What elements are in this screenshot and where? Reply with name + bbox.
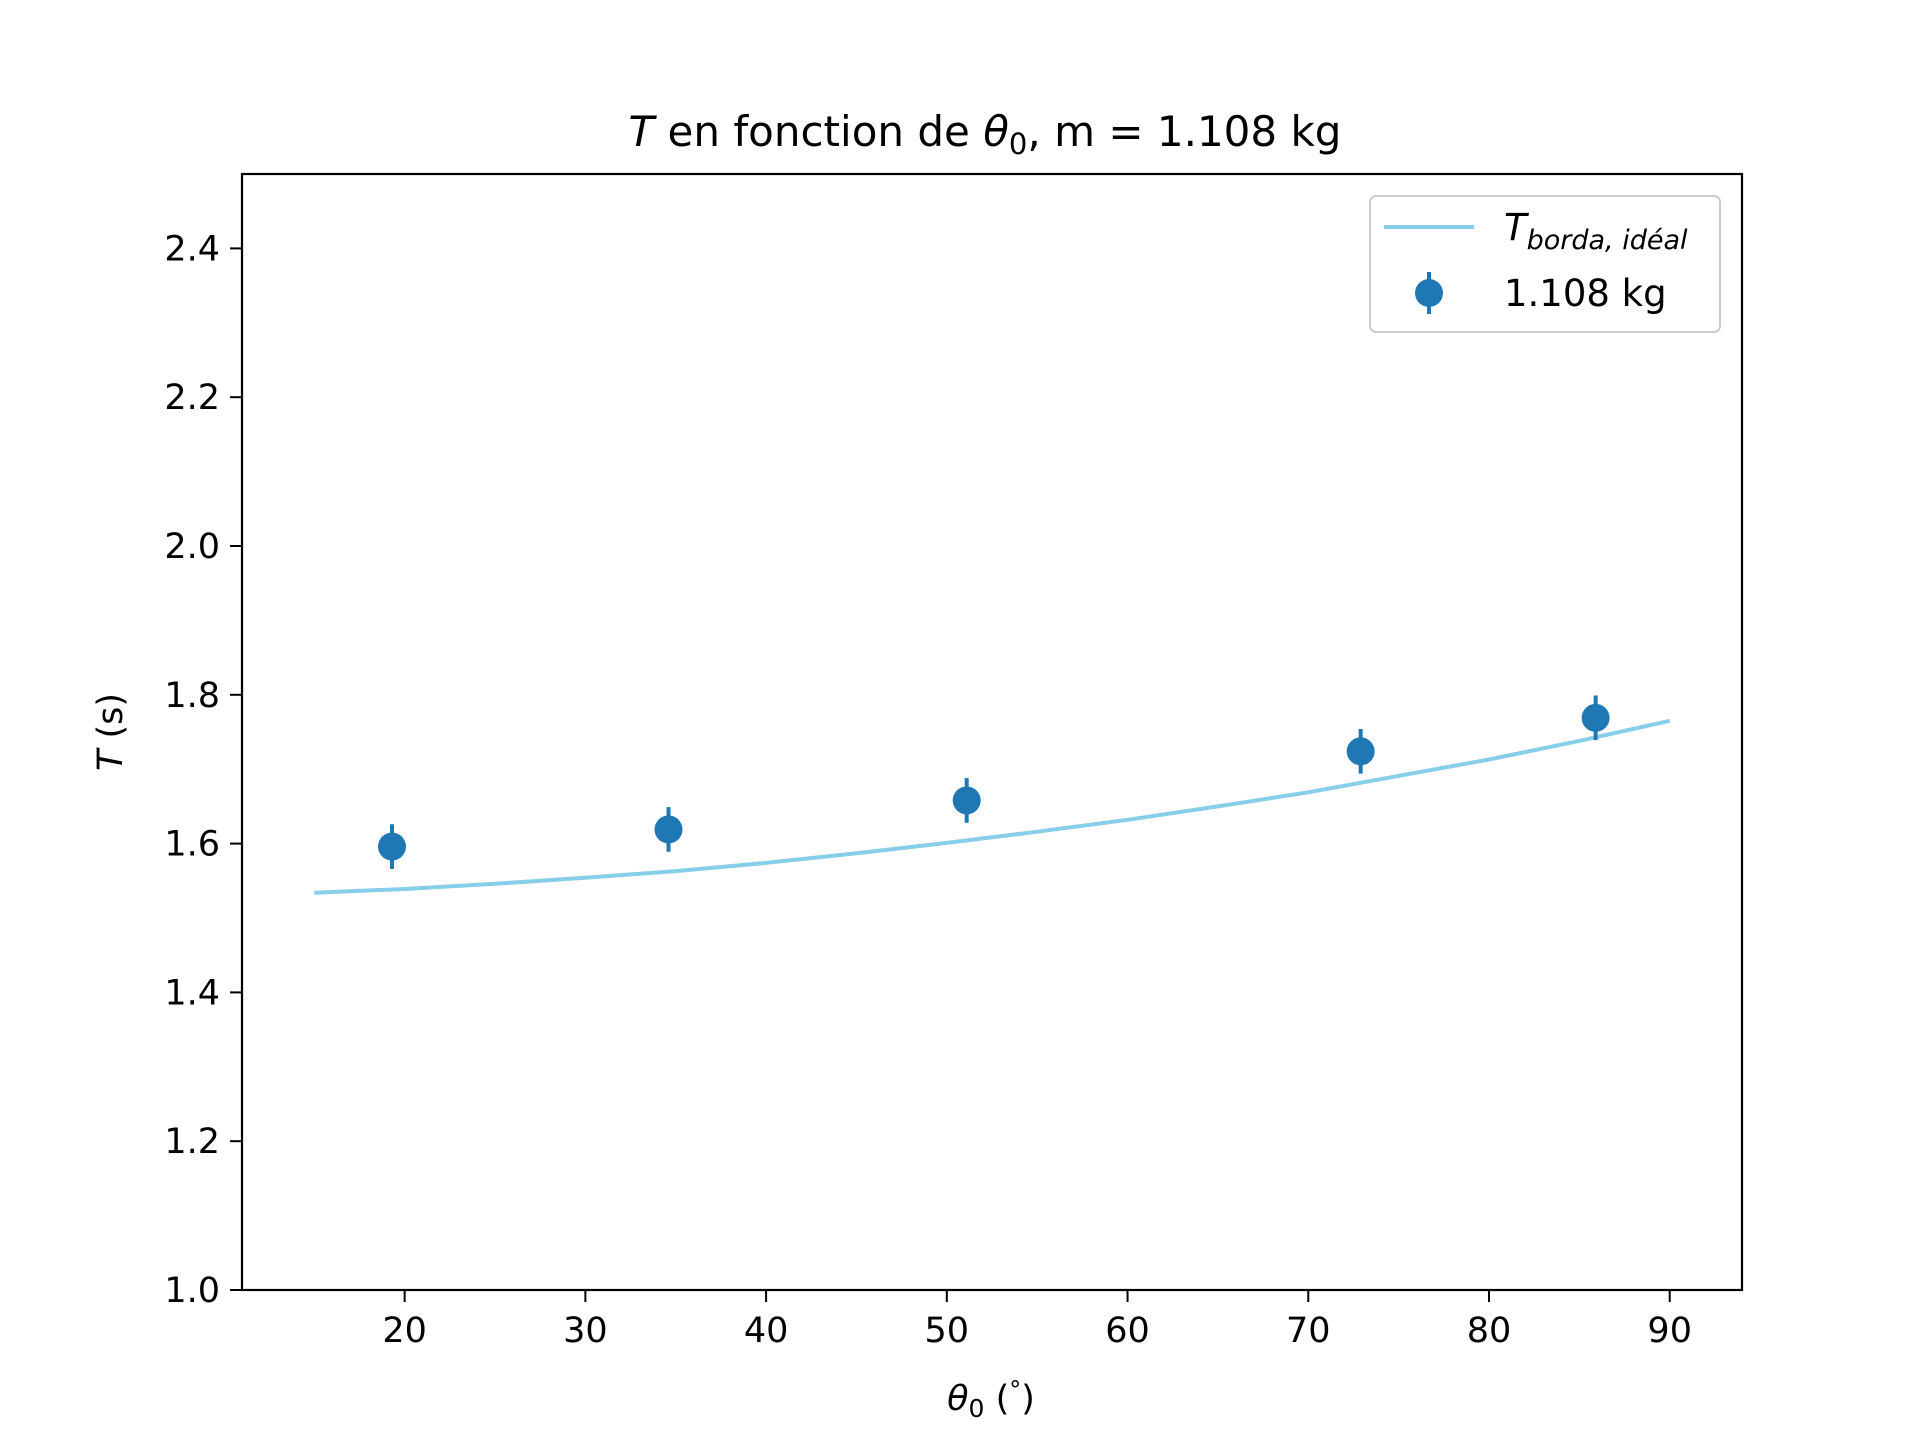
data-point — [378, 832, 406, 861]
x-tick-label: 50 — [925, 1311, 970, 1351]
y-axis-label: T (s) — [91, 693, 131, 771]
y-tick-label: 1.0 — [164, 1271, 220, 1311]
y-tick-label: 1.6 — [164, 825, 220, 865]
axes-frame — [240, 172, 1744, 1292]
legend-box — [1369, 195, 1721, 333]
x-tick-label: 40 — [744, 1311, 789, 1351]
x-axis-ticks: 20 30 40 50 60 70 80 90 — [382, 1290, 1692, 1351]
x-axis-label: θ0 (°) — [947, 1376, 1035, 1423]
data-point — [654, 815, 683, 844]
y-axis-ticks: 1.0 1.2 1.4 1.6 1.8 2.0 2.2 2.4 — [164, 229, 242, 1311]
legend: Tborda, idéal 1.108 kg — [1369, 195, 1721, 333]
x-tick-label: 20 — [382, 1311, 427, 1351]
data-point — [1581, 703, 1610, 732]
plot-area — [314, 695, 1671, 895]
data-point — [1346, 737, 1375, 766]
series-line-borda-ideal — [314, 718, 1671, 895]
x-tick-label: 60 — [1105, 1311, 1150, 1351]
x-tick-label: 90 — [1647, 1311, 1692, 1351]
x-tick-label: 70 — [1286, 1311, 1331, 1351]
legend-marker-swatch — [1415, 279, 1443, 307]
y-tick-label: 1.8 — [164, 676, 220, 716]
chart-title: T en fonction de θ0, m = 1.108 kg — [629, 107, 1342, 161]
legend-label-mass: 1.108 kg — [1504, 272, 1667, 315]
x-tick-label: 80 — [1467, 1311, 1512, 1351]
y-tick-label: 1.4 — [164, 973, 220, 1013]
data-point — [952, 786, 981, 815]
y-tick-label: 2.0 — [164, 527, 220, 567]
y-tick-label: 2.4 — [164, 229, 220, 269]
y-tick-label: 2.2 — [164, 378, 220, 418]
x-tick-label: 30 — [563, 1311, 608, 1351]
legend-label-borda: Tborda, idéal — [1504, 206, 1688, 256]
y-tick-label: 1.2 — [164, 1122, 220, 1162]
